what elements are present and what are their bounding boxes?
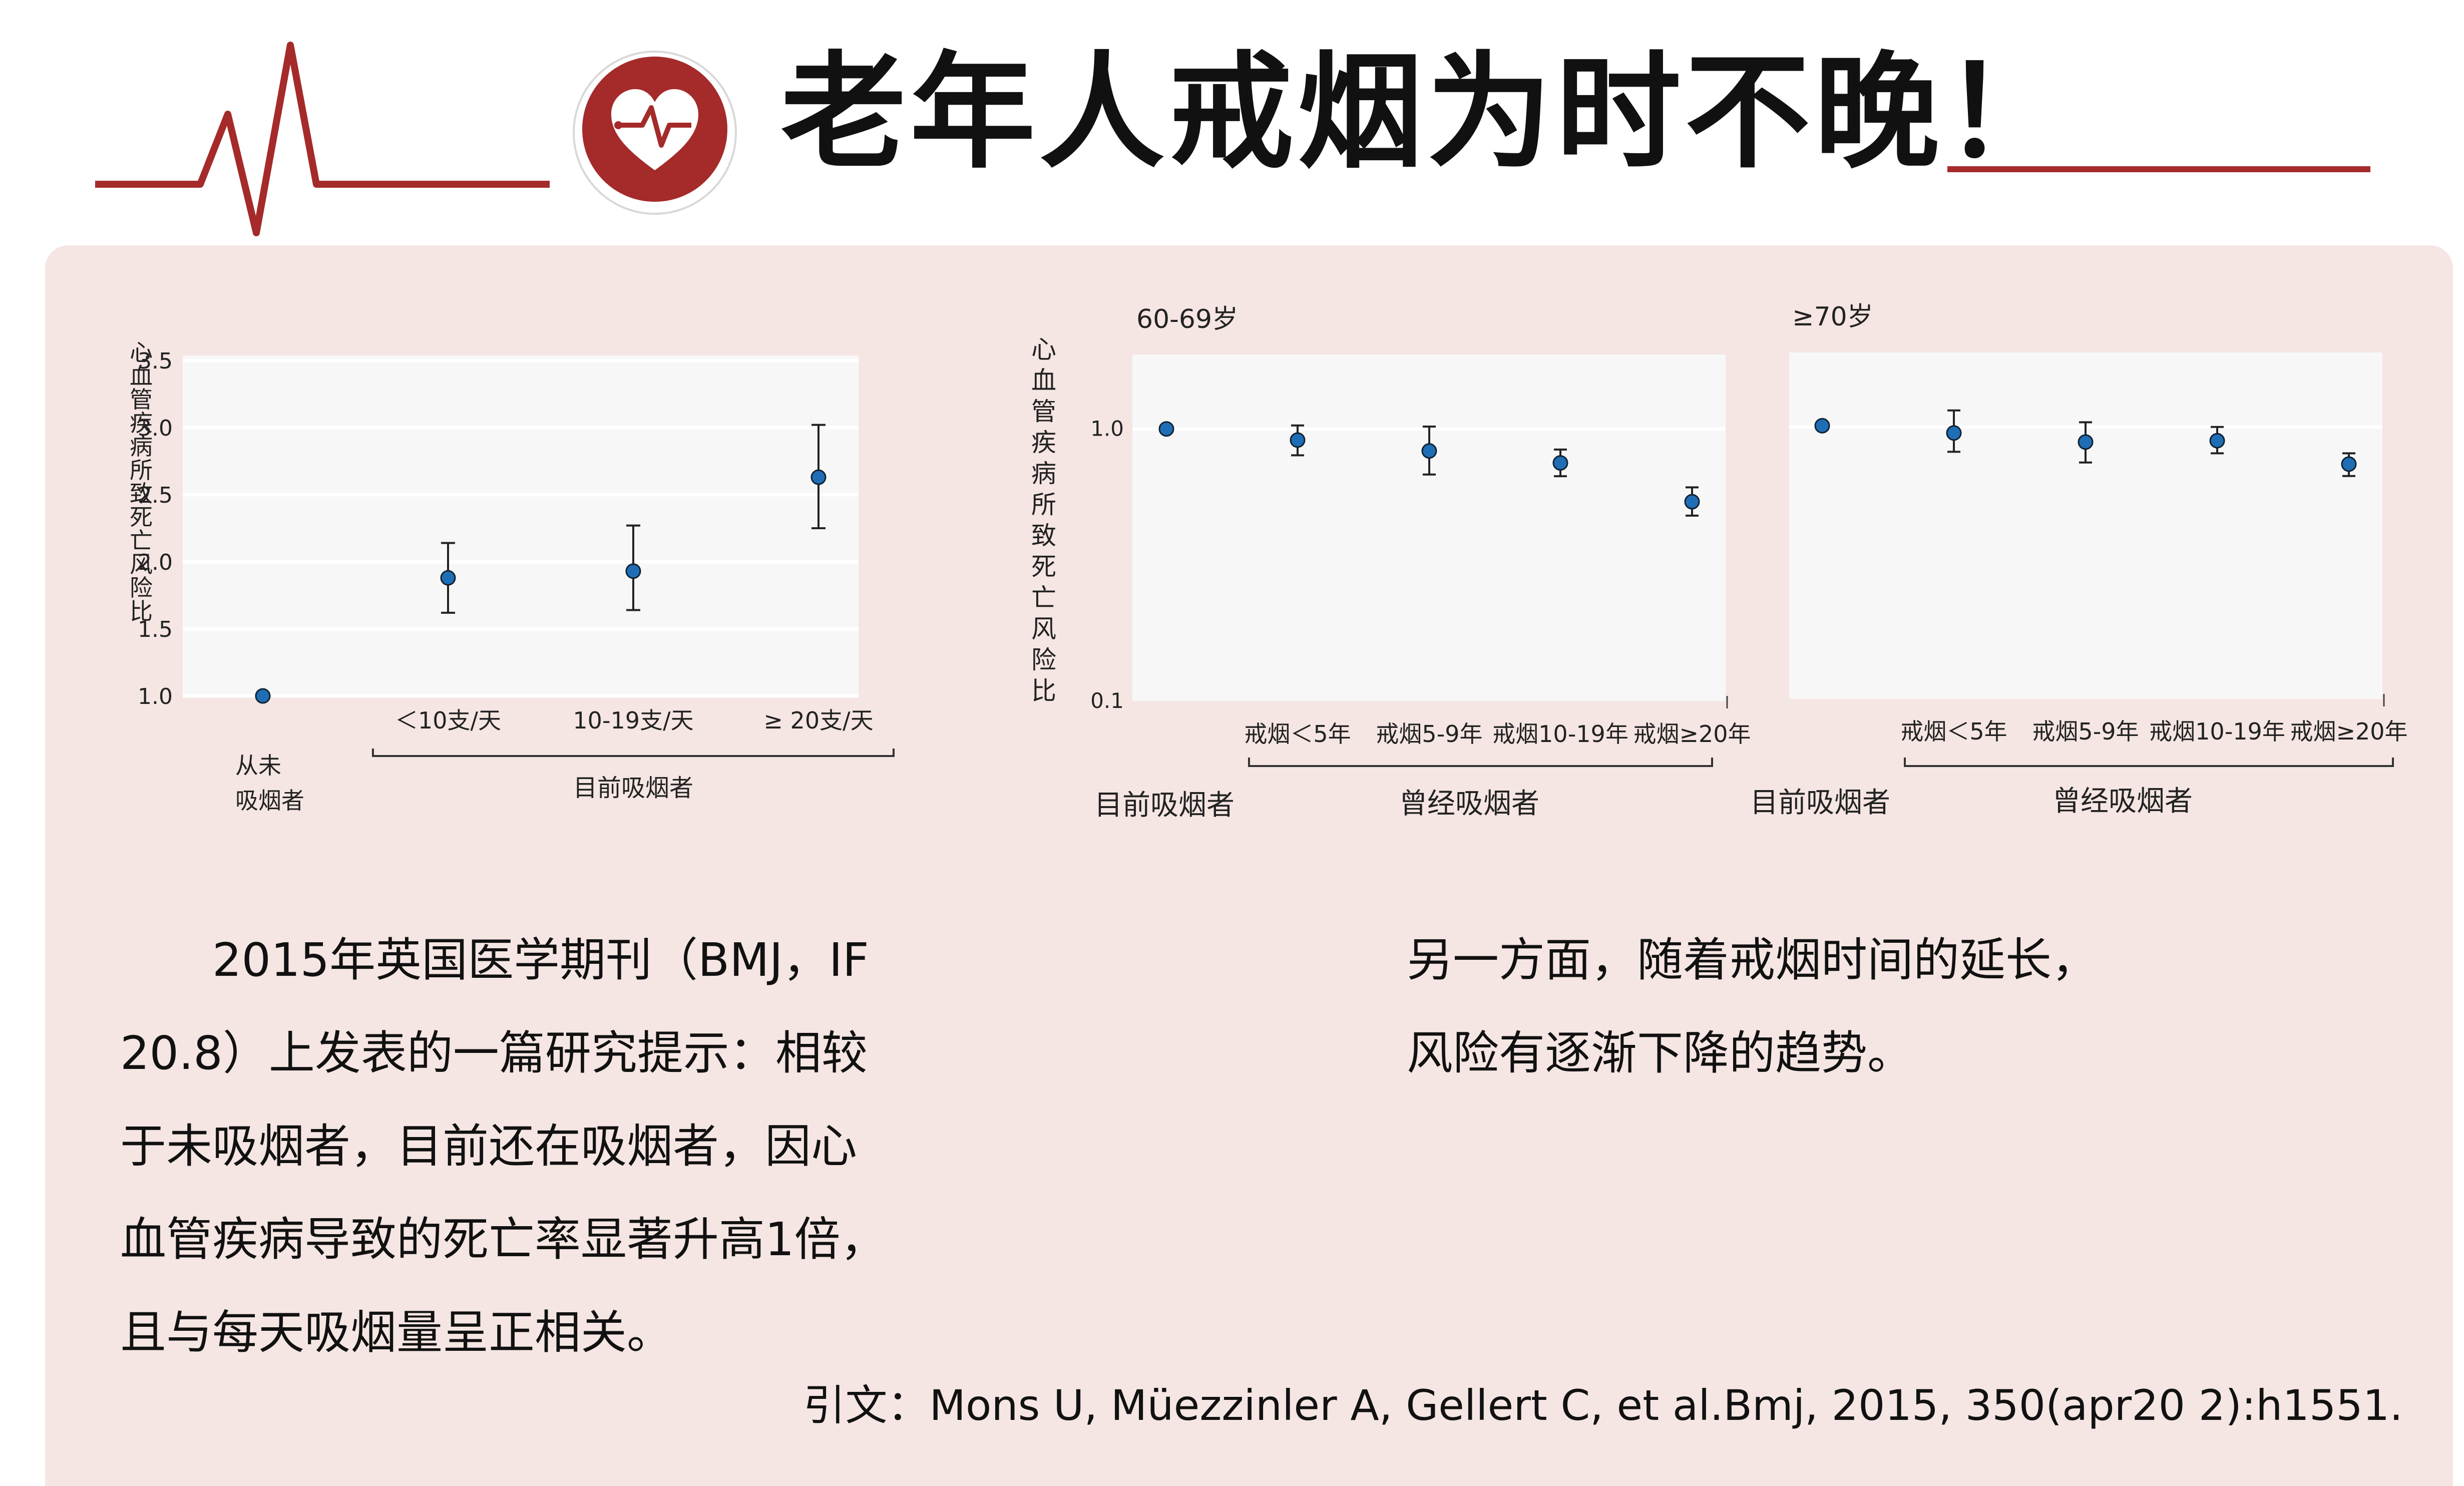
group-label: 曾经吸烟者 xyxy=(2052,785,2193,818)
y-axis-label-char: 管 xyxy=(130,386,153,413)
y-tick-label: 2.0 xyxy=(138,550,173,575)
y-tick-label: 0.1 xyxy=(1090,688,1124,713)
y-axis-label-char: 亡 xyxy=(1031,583,1056,612)
y-axis-label-char: 疾 xyxy=(130,410,153,437)
citation: 引文：Mons U, Müezzinler A, Gellert C, et a… xyxy=(803,1381,2403,1430)
panel-title: 60-69岁 xyxy=(1136,304,1238,334)
y-tick-label: 2.5 xyxy=(138,483,173,508)
data-point xyxy=(810,469,827,485)
y-axis-label-char: 死 xyxy=(130,504,153,531)
y-axis-label-char: 风 xyxy=(1031,614,1056,643)
data-point xyxy=(1684,494,1700,510)
x-tick-label: 目前吸烟者 xyxy=(1750,787,1890,819)
y-axis-label-char: 心 xyxy=(1031,335,1056,364)
group-bracket xyxy=(1248,758,1713,767)
y-axis-label-char: 亡 xyxy=(130,527,153,554)
x-tick-label: 吸烟者 xyxy=(235,787,304,814)
left-paragraph-line: 20.8）上发表的一篇研究提示：相较 xyxy=(120,1026,868,1080)
left-paragraph-line: 2015年英国医学期刊（BMJ，IF xyxy=(120,933,869,987)
y-axis-label-char: 比 xyxy=(130,598,153,625)
x-tick-label: 目前吸烟者 xyxy=(1094,789,1235,822)
group-bracket xyxy=(372,749,895,757)
panel-title: ≥70岁 xyxy=(1792,302,1873,332)
y-tick-label: 1.5 xyxy=(138,617,173,642)
ecg-line-left xyxy=(95,42,550,236)
y-axis-label-char: 风 xyxy=(130,551,153,578)
y-axis-label-char: 血 xyxy=(1031,366,1056,395)
x-tick-label: 戒烟≥20年 xyxy=(1633,720,1751,748)
data-point xyxy=(255,688,271,704)
y-axis-label-char: 致 xyxy=(1031,521,1056,550)
y-axis-label-char: 所 xyxy=(130,457,153,484)
data-point xyxy=(1552,455,1568,471)
y-axis-label-char: 死 xyxy=(1031,552,1056,581)
data-point xyxy=(1814,418,1830,434)
y-tick-label: 1.0 xyxy=(138,684,173,709)
data-point xyxy=(625,563,641,579)
y-axis-label-char: 血 xyxy=(130,362,153,390)
y-axis-label-char: 致 xyxy=(130,480,153,507)
page-title: 老年人戒烟为时不晚！ xyxy=(781,40,2073,185)
y-axis-label-char: 病 xyxy=(1031,459,1056,488)
data-point xyxy=(2209,433,2225,449)
x-tick-label: 戒烟＜5年 xyxy=(1900,718,2007,745)
x-tick-label: 戒烟10-19年 xyxy=(1492,720,1628,748)
x-tick-label: ＜10支/天 xyxy=(395,707,501,734)
left-paragraph-line: 于未吸烟者，目前还在吸烟者，因心 xyxy=(120,1120,858,1173)
left-paragraph: 2015年英国医学期刊（BMJ，IF 20.8）上发表的一篇研究提示：相较 于未… xyxy=(120,914,887,1379)
x-tick-label: ≥ 20支/天 xyxy=(763,707,873,734)
y-tick-label: 1.0 xyxy=(1090,417,1124,441)
y-axis-label-char: 心 xyxy=(130,339,153,366)
group-label: 曾经吸烟者 xyxy=(1399,788,1539,820)
y-axis-label-char: 险 xyxy=(1031,645,1056,674)
x-tick-label: 从未 xyxy=(235,752,281,779)
data-point xyxy=(2078,434,2094,450)
x-tick-label: 戒烟＜5年 xyxy=(1244,720,1351,748)
x-tick-label: 戒烟5-9年 xyxy=(2032,718,2139,745)
group-bracket xyxy=(1904,758,2394,767)
y-axis-label-char: 管 xyxy=(1031,397,1056,426)
data-point xyxy=(440,570,456,586)
group-label: 目前吸烟者 xyxy=(573,774,693,802)
header-underline xyxy=(1947,166,2370,172)
left-paragraph-line: 且与每天吸烟量呈正相关。 xyxy=(120,1306,673,1359)
right-paragraph-line: 风险有逐渐下降的趋势。 xyxy=(1407,1026,1914,1080)
x-tick-label: 10-19支/天 xyxy=(573,707,693,734)
x-tick-label: 戒烟5-9年 xyxy=(1376,720,1482,748)
data-point xyxy=(2341,456,2357,472)
y-axis-label-char: 比 xyxy=(1031,676,1056,705)
y-tick-label: 3.5 xyxy=(138,348,173,374)
left-paragraph-line: 血管疾病导致的死亡率显著升高1倍， xyxy=(120,1213,887,1266)
right-paragraph: 另一方面，随着戒烟时间的延长， 风险有逐渐下降的趋势。 xyxy=(1407,914,2098,1100)
y-axis-label-char: 所 xyxy=(1031,490,1056,519)
heart-pulse-icon xyxy=(572,50,737,215)
right-paragraph-line: 另一方面，随着戒烟时间的延长， xyxy=(1407,933,2098,987)
data-point xyxy=(1946,425,1962,441)
data-point xyxy=(1290,432,1306,448)
y-tick-label: 3.0 xyxy=(138,416,173,441)
y-axis-label-char: 疾 xyxy=(1031,428,1056,457)
x-tick-label: 戒烟≥20年 xyxy=(2290,718,2407,745)
data-point xyxy=(1421,443,1437,459)
y-axis-label-char: 病 xyxy=(130,433,153,460)
data-point xyxy=(1158,421,1174,437)
x-tick-label: 戒烟10-19年 xyxy=(2149,718,2285,745)
y-axis-label-char: 险 xyxy=(130,574,153,601)
